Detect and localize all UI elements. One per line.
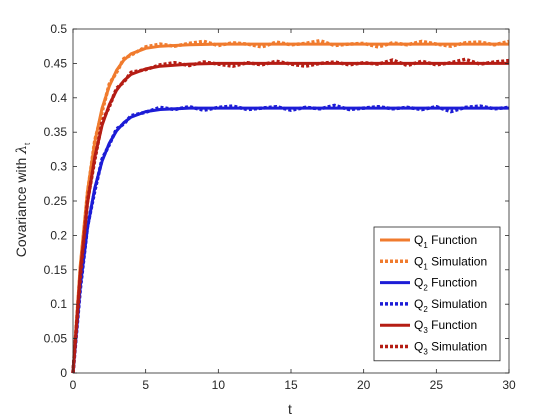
y-axis-label-text: Covariance with [13,154,29,258]
legend-entry-subscript: 2 [423,284,428,293]
y-tick-label: 0.4 [50,91,67,105]
y-axis-label-symbol: λ [14,145,30,155]
legend-entry-main: Q [414,340,423,354]
y-axis-label: Covariance with λt [13,142,32,257]
axes: 0 5 10 15 20 25 30 0 0.05 0.1 0.15 0.2 0.25 0.3 0.35 0.… [44,22,516,392]
legend-entry-4: Q2 Simulation [414,297,487,314]
y-tick-label: 0.25 [44,194,68,208]
legend-entry-subscript: 3 [423,348,428,357]
x-tick-label: 10 [212,378,226,392]
y-tick-label: 0.05 [44,332,68,346]
legend-entry-main: Q [414,233,423,247]
y-tick-label: 0 [60,366,67,380]
legend-entry-1: Q1 Function [414,233,477,250]
legend-entry-rest: Simulation [428,297,487,311]
legend-entry-3: Q2 Function [414,276,477,293]
legend-entry-rest: Simulation [428,254,487,268]
legend-entry-subscript: 2 [423,305,428,314]
legend-entry-main: Q [414,254,423,268]
series-line-4 [71,103,510,374]
x-tick-label: 25 [430,378,444,392]
legend-entry-subscript: 1 [423,262,428,271]
legend-entry-rest: Function [428,318,477,332]
x-tick-label: 30 [502,378,516,392]
y-tick-label: 0.2 [50,228,67,242]
y-axis-label-subscript: t [23,142,32,145]
legend-entry-rest: Function [428,233,477,247]
legend-entry-2: Q1 Simulation [414,254,487,271]
y-tick-label: 0.35 [44,125,68,139]
legend-entry-5: Q3 Function [414,318,477,335]
x-tick-label: 5 [142,378,149,392]
legend-entry-rest: Function [428,276,477,290]
y-tick-label: 0.1 [50,297,67,311]
y-tick-label: 0.45 [44,56,68,70]
x-tick-label: 15 [284,378,298,392]
x-tick-label: 20 [357,378,371,392]
legend-box [373,226,501,362]
legend-entry-main: Q [414,276,423,290]
x-axis-label: t [288,401,292,417]
y-tick-label: 0.5 [50,22,67,36]
legend-entry-main: Q [414,318,423,332]
y-tick-label: 0.3 [50,160,67,174]
y-tick-label: 0.15 [44,263,68,277]
legend-entry-6: Q3 Simulation [414,340,487,357]
legend-entry-rest: Simulation [428,340,487,354]
series-line-2 [71,38,510,374]
x-tick-label: 0 [70,378,77,392]
legend-entry-subscript: 3 [423,326,428,335]
legend-entry-subscript: 1 [423,241,428,250]
legend-entry-main: Q [414,297,423,311]
